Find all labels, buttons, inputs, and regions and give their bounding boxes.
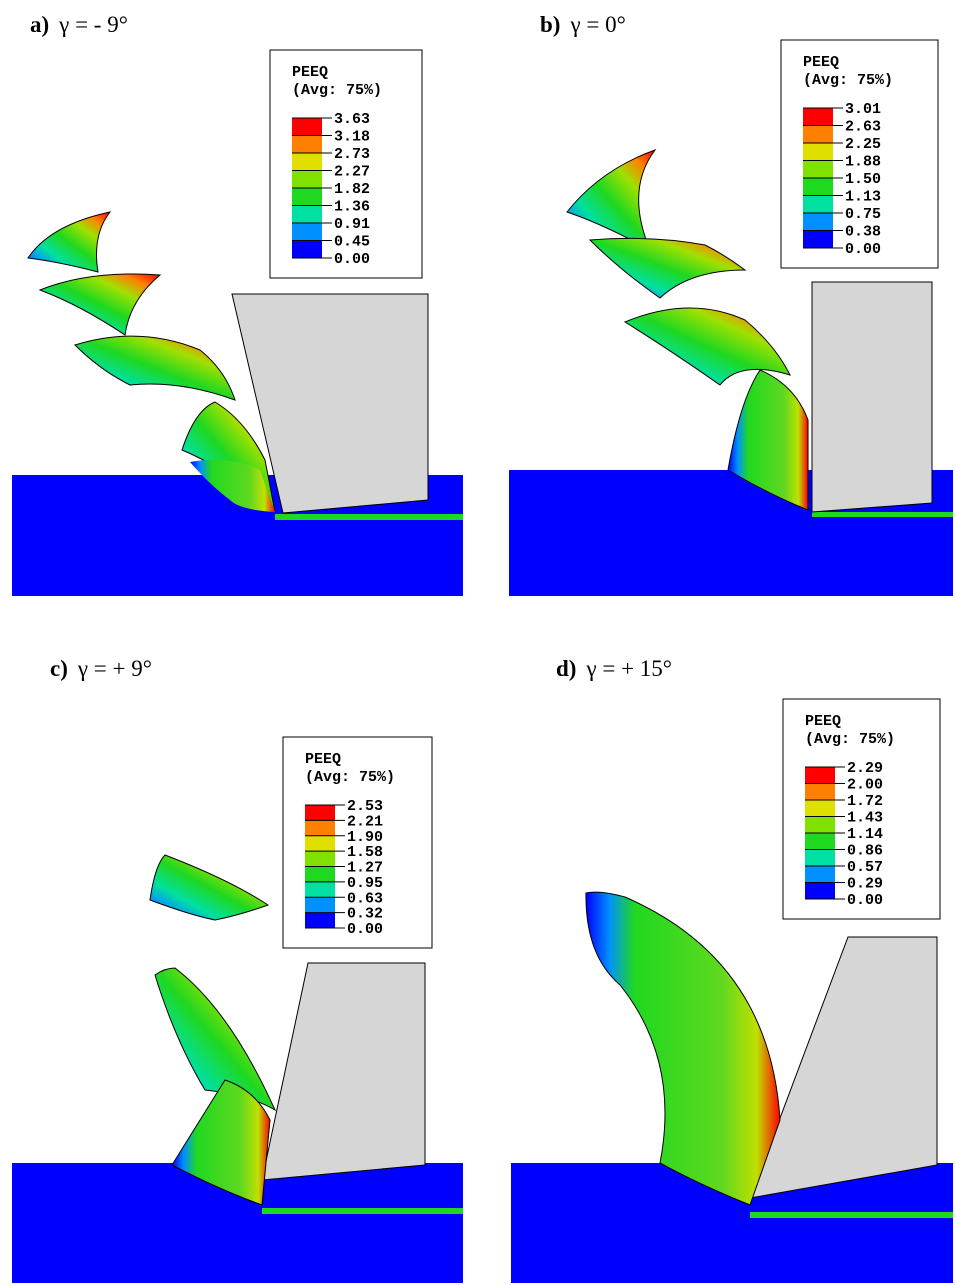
legend-value: 0.29 (847, 876, 883, 893)
legend-value: 0.38 (845, 224, 881, 241)
legend-band (803, 178, 833, 196)
legend-band (292, 223, 322, 241)
legend-band (805, 833, 835, 850)
legend-value: 2.29 (847, 760, 883, 777)
legend-title: PEEQ (803, 54, 839, 71)
panel-title: γ = - 9° (58, 12, 128, 37)
panel-label: b) γ = 0° (540, 12, 626, 37)
legend-value: 2.00 (847, 777, 883, 794)
legend-value: 0.91 (334, 216, 370, 233)
legend-subtitle: (Avg: 75%) (292, 82, 382, 99)
legend-value: 2.25 (845, 136, 881, 153)
legend-band (803, 108, 833, 126)
legend-band (803, 213, 833, 231)
legend-band (305, 805, 335, 820)
legend-value: 1.50 (845, 171, 881, 188)
legend-band (805, 883, 835, 900)
legend-value: 0.45 (334, 234, 370, 251)
legend-subtitle: (Avg: 75%) (305, 769, 395, 786)
legend-band (803, 231, 833, 249)
panel-title: γ = + 15° (585, 656, 672, 681)
panel-title: γ = 0° (569, 12, 625, 37)
legend-value: 1.43 (847, 810, 883, 827)
legend-value: 1.14 (847, 826, 883, 843)
legend-band (292, 206, 322, 224)
legend-value: 1.36 (334, 199, 370, 216)
legend-value: 3.18 (334, 129, 370, 146)
legend-value: 3.63 (334, 111, 370, 128)
panel-letter: b) (540, 12, 560, 37)
legend-subtitle: (Avg: 75%) (803, 72, 893, 89)
legend-band (292, 241, 322, 259)
legend-band (305, 913, 335, 928)
legend-band (803, 161, 833, 179)
panel-d-drawing (511, 892, 953, 1283)
legend-band (803, 143, 833, 161)
legend-band (805, 767, 835, 784)
legend-value: 1.82 (334, 181, 370, 198)
legend-value: 3.01 (845, 101, 881, 118)
legend-band (805, 784, 835, 801)
legend-band (305, 820, 335, 835)
legend-band (305, 897, 335, 912)
legend-value: 0.57 (847, 859, 883, 876)
legend-value: 0.00 (334, 251, 370, 268)
legend-band (803, 126, 833, 144)
legend-value: 0.00 (347, 921, 383, 938)
legend-band (805, 817, 835, 834)
legend-value: 1.72 (847, 793, 883, 810)
legend-band (305, 867, 335, 882)
legend-band (305, 836, 335, 851)
legend-band (292, 171, 322, 189)
legend-title: PEEQ (305, 751, 341, 768)
panel-letter: d) (556, 656, 576, 681)
legend-band (292, 153, 322, 171)
panel-label: c) γ = + 9° (50, 656, 152, 681)
legend-value: 1.88 (845, 154, 881, 171)
panel-label: a) γ = - 9° (30, 12, 128, 37)
legend-subtitle: (Avg: 75%) (805, 731, 895, 748)
legend-value: 1.13 (845, 189, 881, 206)
legend-value: 2.63 (845, 119, 881, 136)
legend-band (805, 800, 835, 817)
legend-band (805, 866, 835, 883)
legend-band (305, 851, 335, 866)
legend-value: 0.00 (845, 241, 881, 258)
panel-letter: a) (30, 12, 49, 37)
figure: a)γ = - 9°PEEQ(Avg: 75%)3.633.182.732.27… (0, 0, 955, 1286)
legend-value: 0.00 (847, 892, 883, 909)
legend-band (805, 850, 835, 867)
legend-value: 2.73 (334, 146, 370, 163)
legend-band (292, 188, 322, 206)
legend-value: 0.75 (845, 206, 881, 223)
panel-label: d) γ = + 15° (556, 656, 672, 681)
legend-band (305, 882, 335, 897)
panel-title: γ = + 9° (77, 656, 152, 681)
legend-band (803, 196, 833, 214)
panel-letter: c) (50, 656, 68, 681)
legend-title: PEEQ (805, 713, 841, 730)
legend-band (292, 136, 322, 154)
legend-band (292, 118, 322, 136)
legend-value: 2.27 (334, 164, 370, 181)
legend-title: PEEQ (292, 64, 328, 81)
legend-value: 0.86 (847, 843, 883, 860)
